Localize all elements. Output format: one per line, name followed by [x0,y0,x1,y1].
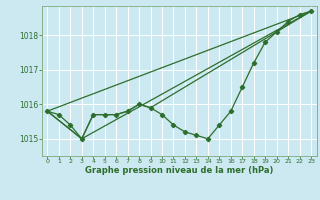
X-axis label: Graphe pression niveau de la mer (hPa): Graphe pression niveau de la mer (hPa) [85,166,273,175]
